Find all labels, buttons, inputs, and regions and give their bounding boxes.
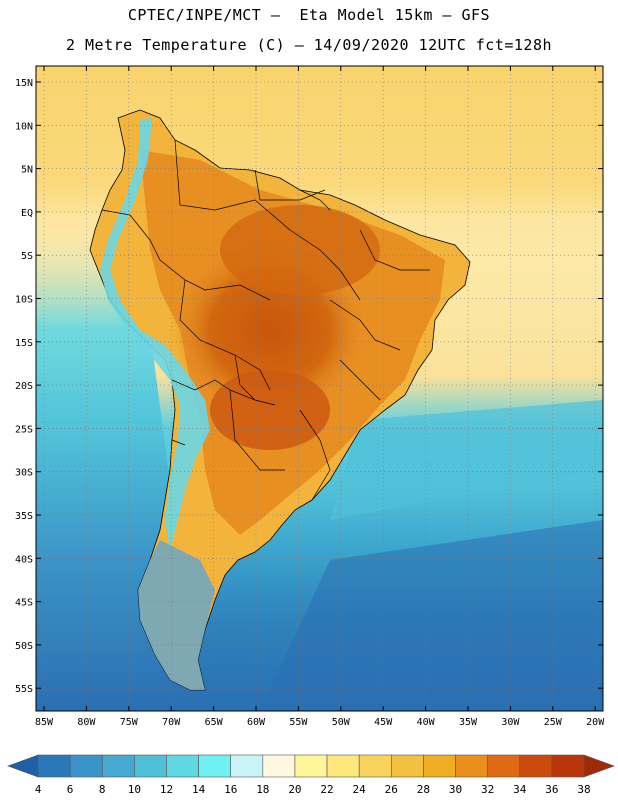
lat-tick-label: 15N (15, 78, 33, 89)
colorbar-level-label: 12 (160, 783, 173, 796)
colorbar-level-label: 18 (256, 783, 269, 796)
colorbar-level-label: 22 (320, 783, 333, 796)
colorbar-level-label: 24 (353, 783, 367, 796)
colorbar-swatch (37, 754, 71, 778)
lat-tick-label: 35S (15, 511, 33, 522)
lon-tick-label: 20W (586, 717, 605, 728)
colorbar-swatch (230, 754, 264, 778)
colorbar-swatch (198, 754, 232, 778)
lon-tick-label: 80W (77, 717, 96, 728)
lat-tick-label: 45S (15, 598, 33, 609)
lon-tick-label: 25W (544, 717, 563, 728)
colorbar-swatch (101, 754, 135, 778)
colorbar-level-label: 34 (513, 783, 527, 796)
south-atlantic-warm-field (330, 400, 603, 520)
lat-tick-label: 50S (15, 641, 33, 652)
colorbar-level-label: 30 (449, 783, 462, 796)
colorbar-swatch (294, 754, 328, 778)
lon-tick-label: 70W (162, 717, 181, 728)
colorbar-swatch (166, 754, 199, 778)
colorbar-level-label: 32 (481, 783, 494, 796)
lat-tick-label: 20S (15, 381, 33, 392)
lon-tick-label: 45W (374, 717, 393, 728)
colorbar-swatch (134, 754, 167, 778)
lat-tick-label: 15S (15, 338, 33, 349)
colorbar-level-label: 38 (577, 783, 590, 796)
lon-tick-label: 40W (417, 717, 436, 728)
colorbar-level-label: 26 (385, 783, 398, 796)
parana-hot-field (210, 370, 330, 450)
andes-cool-strip (100, 118, 210, 550)
colorbar-level-label: 16 (224, 783, 237, 796)
lon-tick-label: 75W (120, 717, 139, 728)
amazon-hot-field (220, 205, 380, 295)
lat-tick-label: EQ (21, 208, 33, 219)
colorbar-max-triangle (583, 754, 615, 778)
lat-tick-label: 25S (15, 424, 33, 435)
lat-tick-label: 10S (15, 295, 33, 306)
colorbar-swatch (69, 754, 103, 778)
lon-tick-label: 65W (205, 717, 224, 728)
colorbar-level-label: 10 (128, 783, 141, 796)
lat-tick-label: 55S (15, 684, 33, 695)
graticule (36, 66, 603, 711)
colorbar-swatch (326, 754, 360, 778)
map-frame (35, 65, 604, 712)
colorbar-level-label: 4 (35, 783, 42, 796)
lon-tick-label: 50W (332, 717, 351, 728)
map-title-line-2: 2 Metre Temperature (C) – 14/09/2020 12U… (65, 36, 553, 54)
colorbar-swatch (423, 754, 456, 778)
colorbar-swatch (358, 754, 392, 778)
lon-tick-label: 55W (289, 717, 308, 728)
lon-tick-label: 30W (501, 717, 520, 728)
lon-tick-label: 35W (459, 717, 478, 728)
lat-tick-label: 5N (21, 165, 33, 176)
colorbar-level-label: 6 (67, 783, 74, 796)
longitude-axis: 85W 80W 75W 70W 65W 60W 55W 50W 45W 40W 35W 30W 25W 2… (35, 66, 605, 728)
colorbar-level-label: 20 (288, 783, 301, 796)
patagonia-cool-field (138, 540, 215, 690)
colorbar-swatch (262, 754, 296, 778)
colorbar-swatch (455, 754, 488, 778)
colorbar-swatch (519, 754, 553, 778)
map-title-line-1: CPTEC/INPE/MCT – Eta Model 15km – GFS (127, 6, 491, 24)
map-plot-area (36, 66, 603, 711)
colorbar-swatch (390, 754, 424, 778)
country-borders (101, 139, 430, 501)
lon-tick-label: 85W (35, 717, 54, 728)
latitude-axis: 15N 10N 5N EQ 5S 10S 15S 20S 25S 30S 35S 40S 45S 50S 5… (15, 78, 603, 695)
lat-tick-label: 40S (15, 554, 33, 565)
colorbar-swatch (551, 754, 585, 778)
south-atlantic-cold-field (260, 520, 603, 711)
colorbar-level-label: 14 (192, 783, 206, 796)
lon-tick-label: 60W (247, 717, 266, 728)
colorbar-level-label: 8 (99, 783, 106, 796)
lat-tick-label: 10N (15, 121, 33, 132)
colorbar-level-label: 28 (417, 783, 430, 796)
colorbar-min-triangle (7, 754, 39, 778)
colorbar: 4 6 8 10 12 14 16 18 20 22 24 26 28 30 32 34 36 38 (7, 754, 615, 796)
colorbar-level-label: 36 (545, 783, 558, 796)
lat-tick-label: 30S (15, 468, 33, 479)
colorbar-swatch (487, 754, 521, 778)
lat-tick-label: 5S (21, 251, 33, 262)
